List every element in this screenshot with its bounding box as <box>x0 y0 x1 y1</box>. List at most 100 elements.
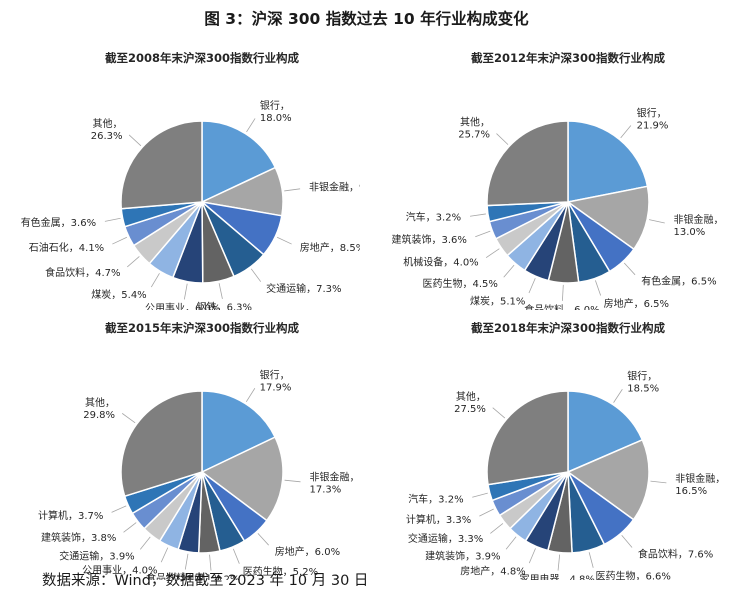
pie-chart-2018: 截至2018年末沪深300指数行业构成银行， 18.5% 非银金融， 16.5% 食品饮… <box>366 310 726 580</box>
leader-line <box>528 278 536 294</box>
chart-title: 截至2012年末沪深300指数行业构成 <box>471 51 666 65</box>
chart-title: 截至2018年末沪深300指数行业构成 <box>471 321 666 335</box>
slice-label: 交通运输，3.9% <box>59 550 134 563</box>
slice-label: 汽车，3.2% <box>406 211 461 224</box>
leader-line <box>485 248 500 258</box>
leader-line <box>649 219 665 224</box>
pie-slice <box>200 436 284 522</box>
leader-line <box>232 548 240 564</box>
chart-title: 截至2008年末沪深300指数行业构成 <box>105 51 300 65</box>
slice-label: 食品饮料，6.0% <box>524 303 599 310</box>
leader-line <box>490 523 504 534</box>
pie-slice <box>201 390 277 474</box>
slice-label: 房地产，6.0% <box>275 545 340 558</box>
leader-line <box>257 533 269 546</box>
leader-line <box>505 536 517 550</box>
slice-label: 交通运输，7.3% <box>266 282 341 295</box>
leader-line <box>184 553 189 570</box>
figure-title: 图 3：沪深 300 指数过去 10 年行业构成变化 <box>204 10 529 28</box>
pie-slice <box>201 120 277 204</box>
leader-line <box>123 522 137 533</box>
slice-label: 石油石化，4.1% <box>29 241 104 254</box>
pie-chart-2015: 截至2015年末沪深300指数行业构成银行， 17.9% 非银金融， 17.3% 房地产… <box>0 310 360 580</box>
slice-label: 房地产，6.5% <box>604 297 669 310</box>
leader-line <box>111 505 127 513</box>
slice-label: 其他， 27.5% <box>454 390 486 415</box>
slice-label: 食品饮料，4.7% <box>45 266 120 279</box>
leader-line <box>557 554 561 571</box>
slice-label: 汽车，3.2% <box>408 493 463 506</box>
slice-label: 非银金融， 16.5% <box>675 472 725 497</box>
slice-label: 银行， 17.9% <box>260 369 292 394</box>
leader-line <box>284 188 301 192</box>
slice-label: 计算机，3.7% <box>38 509 103 522</box>
pie-slice <box>120 120 203 210</box>
leader-line <box>127 256 140 268</box>
leader-line <box>139 536 151 550</box>
leader-line <box>620 125 632 139</box>
slice-label: 医药生物，6.6% <box>596 569 671 580</box>
leader-line <box>623 262 636 276</box>
slice-label: 非银金融， 17.3% <box>310 471 360 496</box>
pie-slice <box>486 390 569 486</box>
slice-label: 有色金属，3.6% <box>21 216 96 229</box>
leader-line <box>209 554 212 571</box>
leader-line <box>112 236 128 245</box>
pie-slice <box>567 120 649 203</box>
slice-label: 有色金属，6.5% <box>641 274 716 287</box>
slice-label: 建筑装饰，3.6% <box>391 233 466 246</box>
slice-label: 家用电器，4.8% <box>519 573 594 581</box>
leader-line <box>496 133 509 145</box>
pie-chart-2012: 截至2012年末沪深300指数行业构成银行， 21.9% 非银金融， 13.0% 有色金… <box>366 40 726 310</box>
leader-line <box>150 273 160 288</box>
slice-label: 银行， 18.5% <box>627 370 659 395</box>
slice-label: 食品饮料，4.1% <box>146 571 221 580</box>
pie-slice <box>566 438 650 521</box>
slice-label: 传媒，4.2% <box>184 574 239 580</box>
leader-line <box>245 388 256 403</box>
slice-label: 银行， 18.0% <box>260 99 292 124</box>
chart-title: 截至2015年末沪深300指数行业构成 <box>105 321 300 335</box>
leader-line <box>475 230 491 238</box>
slice-label: 房地产，4.8% <box>460 564 525 577</box>
slice-label: 机械设备，4.0% <box>403 256 478 269</box>
leader-line <box>595 280 602 296</box>
leader-line <box>250 268 262 282</box>
leader-line <box>121 413 136 424</box>
slice-label: 建筑装饰，3.8% <box>41 531 116 544</box>
leader-line <box>650 480 667 484</box>
slice-label: 非银金融， 13.0% <box>674 213 724 238</box>
leader-line <box>588 552 594 568</box>
leader-line <box>218 283 223 299</box>
pie-slice <box>566 185 650 251</box>
slice-label: 银行， 21.9% <box>637 107 669 132</box>
leader-line <box>562 284 564 301</box>
slice-label: 食品饮料，7.6% <box>638 547 713 560</box>
leader-line <box>469 213 486 217</box>
slice-label: 公用事业，4.0% <box>82 563 157 576</box>
slice-label: 计算机，3.3% <box>406 513 471 526</box>
slice-label: 煤炭，5.4% <box>91 288 146 301</box>
slice-label: 医药生物，4.5% <box>422 277 497 290</box>
leader-line <box>621 535 633 548</box>
pie-slice <box>486 120 569 207</box>
source-note: 数据来源：Wind，数据截至 2023 年 10 月 30 日 <box>42 573 369 589</box>
pie-slice <box>567 390 644 474</box>
pie-slice <box>120 390 203 498</box>
leader-line <box>183 283 188 300</box>
leader-line <box>479 508 494 517</box>
leader-line <box>246 118 256 133</box>
slice-label: 煤炭，5.1% <box>470 294 525 307</box>
leader-line <box>613 389 623 403</box>
leader-line <box>503 264 515 278</box>
slice-label: 房地产，8.5% <box>300 241 360 254</box>
slice-label: 其他， 29.8% <box>83 396 115 421</box>
leader-line <box>492 407 506 419</box>
leader-line <box>104 217 121 222</box>
slice-label: 公用事业，6.0% <box>145 301 220 310</box>
slice-label: 钢铁，6.3% <box>197 301 252 310</box>
